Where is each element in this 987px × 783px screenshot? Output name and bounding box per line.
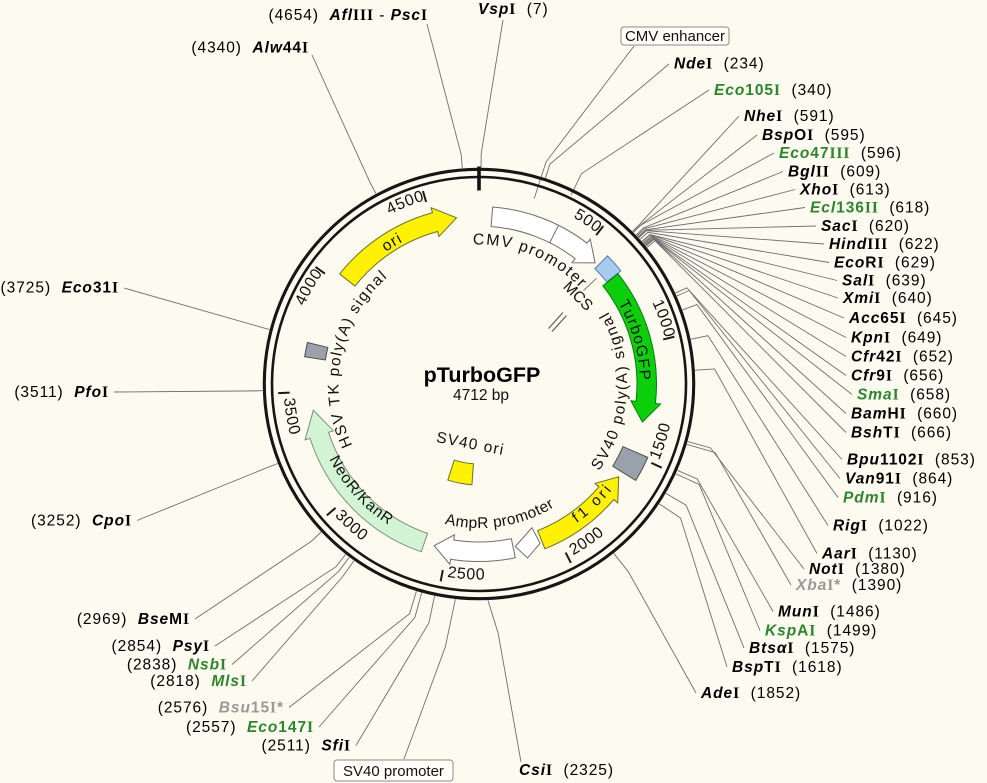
svg-text:BtsαI (1575): BtsαI (1575) bbox=[749, 640, 855, 657]
svg-text:(2854) PsyI: (2854) PsyI bbox=[112, 638, 210, 655]
svg-text:Eco105I (340): Eco105I (340) bbox=[714, 82, 832, 99]
svg-text:SalI (639): SalI (639) bbox=[842, 273, 927, 290]
svg-text:EcoRI (629): EcoRI (629) bbox=[834, 255, 936, 272]
svg-text:Acc65I (645): Acc65I (645) bbox=[848, 310, 958, 327]
svg-text:(2818) MlsI: (2818) MlsI bbox=[150, 673, 247, 690]
svg-text:BamHI (660): BamHI (660) bbox=[851, 406, 958, 423]
svg-text:BglII (609): BglII (609) bbox=[788, 164, 881, 181]
svg-text:(3511) PfoI: (3511) PfoI bbox=[14, 384, 109, 401]
svg-text:Van91I (864): Van91I (864) bbox=[845, 471, 953, 488]
svg-text:(4654) AflIII - PscI: (4654) AflIII - PscI bbox=[268, 7, 428, 24]
svg-text:4712 bp: 4712 bp bbox=[453, 387, 509, 404]
svg-text:NotI (1380): NotI (1380) bbox=[809, 561, 906, 578]
svg-text:BspOI (595): BspOI (595) bbox=[762, 127, 866, 144]
svg-text:BspTI (1618): BspTI (1618) bbox=[732, 659, 843, 676]
svg-text:KspAI (1499): KspAI (1499) bbox=[765, 623, 877, 640]
svg-text:XmiI (640): XmiI (640) bbox=[842, 290, 933, 307]
svg-text:KpnI (649): KpnI (649) bbox=[851, 330, 942, 347]
svg-text:AdeI (1852): AdeI (1852) bbox=[700, 685, 801, 702]
svg-text:(2511) SfiI: (2511) SfiI bbox=[261, 738, 351, 755]
svg-text:CsiI (2325): CsiI (2325) bbox=[519, 762, 614, 779]
svg-text:VspI (7): VspI (7) bbox=[478, 1, 549, 18]
svg-text:SacI (620): SacI (620) bbox=[821, 218, 910, 235]
svg-text:(2557) Eco147I: (2557) Eco147I bbox=[186, 719, 314, 736]
svg-text:Ecl136II (618): Ecl136II (618) bbox=[810, 200, 930, 217]
svg-text:PdmI (916): PdmI (916) bbox=[843, 490, 938, 507]
svg-text:Cfr9I (656): Cfr9I (656) bbox=[851, 368, 944, 385]
svg-text:2500: 2500 bbox=[446, 564, 485, 583]
svg-text:Cfr42I (652): Cfr42I (652) bbox=[851, 349, 954, 366]
svg-text:(2969) BseMI: (2969) BseMI bbox=[77, 611, 190, 628]
svg-text:MunI (1486): MunI (1486) bbox=[778, 604, 881, 621]
svg-text:(3725) Eco31I: (3725) Eco31I bbox=[1, 280, 119, 297]
svg-text:SV40 promoter: SV40 promoter bbox=[343, 763, 444, 780]
svg-text:AarI (1130): AarI (1130) bbox=[821, 546, 918, 563]
svg-text:(3252) CpoI: (3252) CpoI bbox=[31, 513, 132, 530]
svg-text:NheI (591): NheI (591) bbox=[744, 108, 835, 125]
svg-text:(2838) NsbI: (2838) NsbI bbox=[127, 657, 227, 674]
svg-text:3500: 3500 bbox=[280, 397, 303, 437]
svg-text:Bpu1102I (853): Bpu1102I (853) bbox=[847, 452, 976, 469]
svg-text:RigI (1022): RigI (1022) bbox=[833, 518, 929, 535]
svg-text:HindIII (622): HindIII (622) bbox=[829, 236, 940, 253]
svg-text:(4340) Alw44I: (4340) Alw44I bbox=[191, 40, 309, 57]
svg-text:NdeI (234): NdeI (234) bbox=[674, 56, 765, 73]
svg-text:BshTI (666): BshTI (666) bbox=[851, 425, 952, 442]
svg-text:(2576) Bsu15I*: (2576) Bsu15I* bbox=[158, 700, 284, 717]
svg-text:CMV enhancer: CMV enhancer bbox=[625, 28, 725, 45]
svg-text:pTurboGFP: pTurboGFP bbox=[424, 363, 541, 387]
svg-text:Eco47III (596): Eco47III (596) bbox=[779, 145, 902, 162]
svg-text:XhoI (613): XhoI (613) bbox=[799, 182, 891, 199]
svg-text:SmaI (658): SmaI (658) bbox=[857, 387, 951, 404]
svg-text:XbaI* (1390): XbaI* (1390) bbox=[795, 577, 902, 594]
